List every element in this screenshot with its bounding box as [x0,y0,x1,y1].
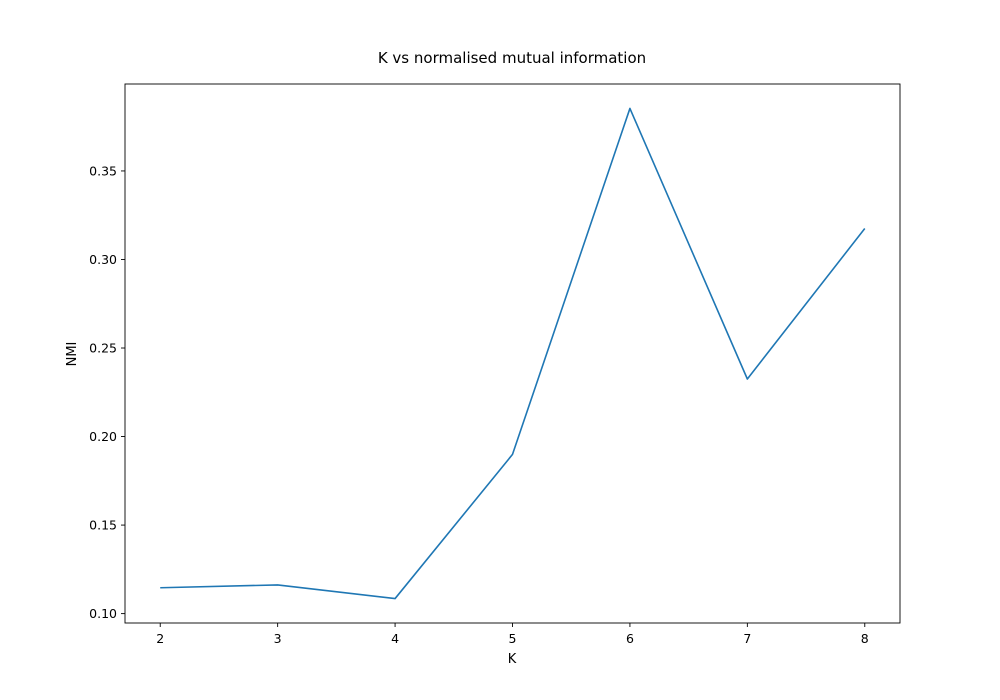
x-tick-label: 3 [274,631,282,646]
y-tick-label: 0.35 [89,163,117,178]
x-tick-label: 5 [509,631,517,646]
chart-title: K vs normalised mutual information [378,49,646,67]
y-tick-label: 0.10 [89,606,117,621]
plot-frame [124,83,901,624]
series-line-0 [160,107,866,600]
x-tick-label: 2 [156,631,164,646]
x-tick-label: 4 [391,631,399,646]
y-tick-label: 0.20 [89,429,117,444]
x-tick-label: 8 [861,631,869,646]
plot-area: 2 3 4 5 6 7 8 0.10 0.15 0.20 0.25 0.30 0.35 [89,83,901,646]
y-tick-label: 0.30 [89,252,117,267]
y-tick-label: 0.25 [89,341,117,356]
x-tick-label: 7 [743,631,751,646]
x-axis-label: K [508,652,517,667]
y-tick-label: 0.15 [89,518,117,533]
y-axis-label: NMI [65,342,80,367]
x-tick-label: 6 [626,631,634,646]
